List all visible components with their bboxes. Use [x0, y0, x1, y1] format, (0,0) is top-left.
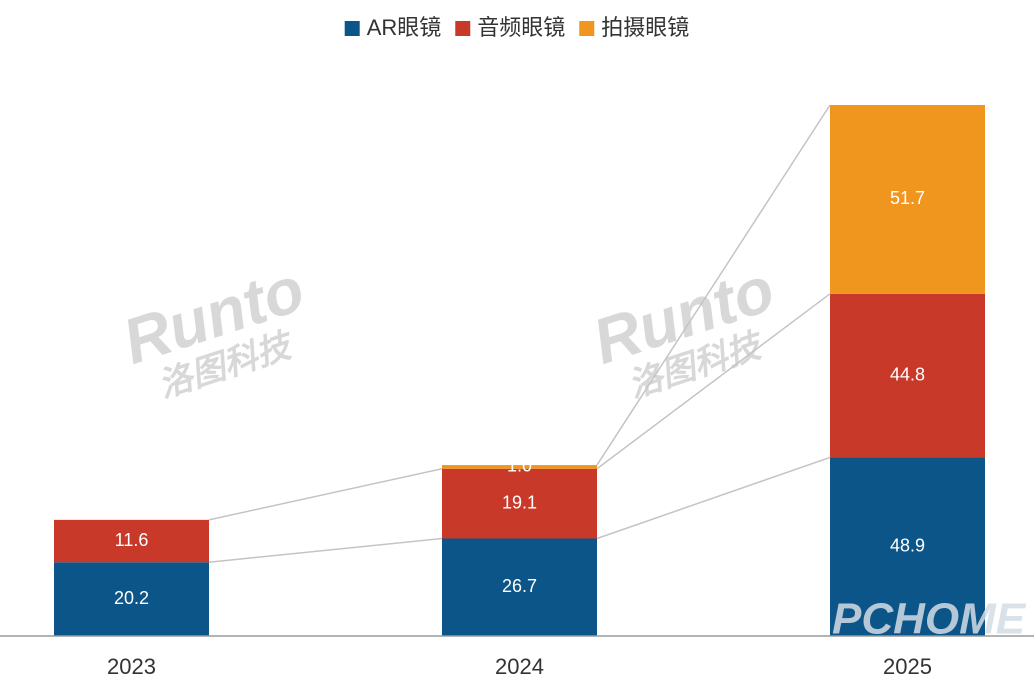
legend-label: AR眼镜	[367, 15, 442, 40]
legend-swatch	[344, 21, 360, 36]
value-label: 51.7	[890, 188, 925, 208]
legend-label: 拍摄眼镜	[601, 15, 689, 40]
x-tick-label: 2025	[883, 654, 932, 679]
value-label: 11.6	[115, 530, 149, 550]
connector-line	[208, 537, 443, 563]
legend-swatch	[455, 21, 471, 36]
value-label: 19.1	[502, 492, 537, 512]
bar-segment	[442, 465, 597, 469]
connector-line	[208, 468, 443, 521]
bar-segment	[830, 105, 985, 294]
connector-line	[596, 456, 831, 540]
x-tick-label: 2023	[107, 654, 156, 679]
value-label: 1.0	[507, 456, 532, 476]
legend: AR眼镜 音频眼镜 拍摄眼镜	[344, 15, 689, 40]
connector-line	[596, 104, 831, 466]
bar-segment	[830, 293, 985, 458]
legend-item: 音频眼镜	[455, 15, 565, 40]
value-label: 44.8	[890, 364, 925, 384]
bar-segment	[54, 519, 209, 563]
connector-line	[596, 293, 831, 470]
legend-label: 音频眼镜	[477, 15, 565, 40]
legend-item: AR眼镜	[344, 15, 442, 40]
bar-segment	[54, 562, 209, 636]
bar-segment	[442, 538, 597, 636]
value-label: 48.9	[890, 535, 925, 555]
value-label: 20.2	[114, 588, 149, 608]
watermark: Runto 洛图科技 Runto 洛图科技	[114, 252, 782, 405]
bar-segment	[442, 468, 597, 539]
value-label: 26.7	[502, 576, 537, 596]
bar-segment	[830, 457, 985, 636]
watermark-site: PCHOME	[832, 595, 1027, 644]
x-tick-label: 2024	[495, 654, 544, 679]
legend-swatch	[579, 21, 595, 36]
legend-item: 拍摄眼镜	[579, 15, 689, 40]
